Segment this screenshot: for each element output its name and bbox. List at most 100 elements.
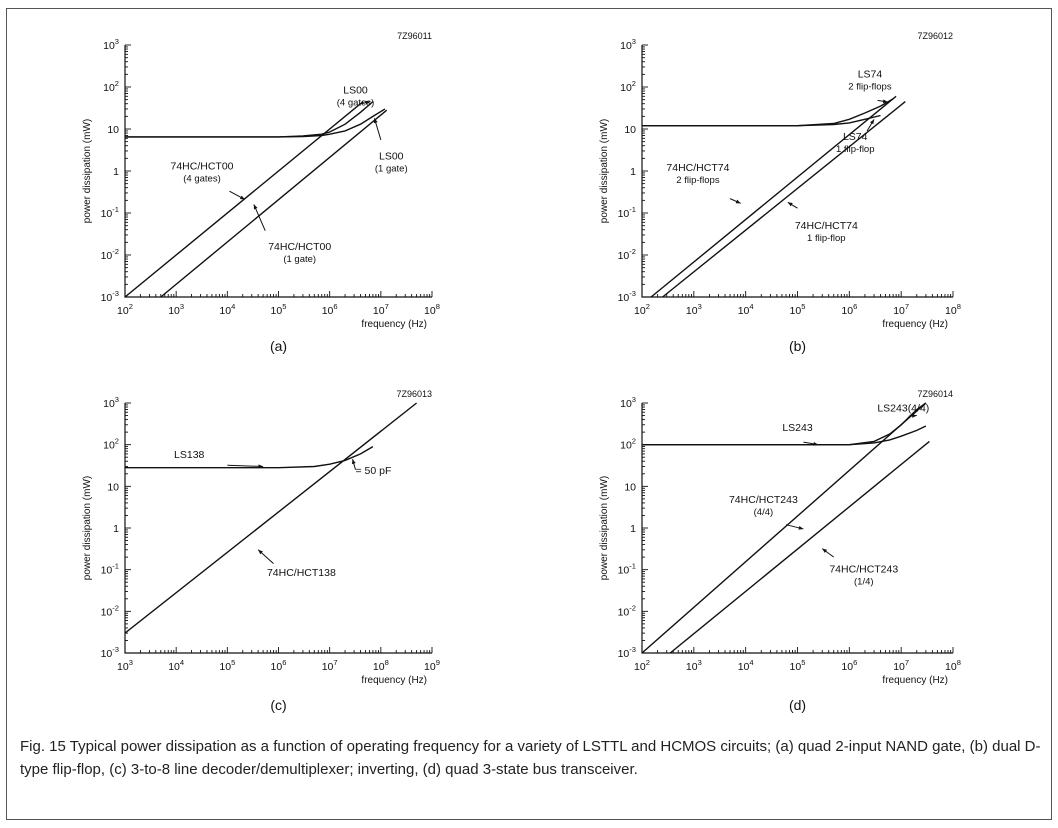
panel-d-figure-code: 7Z96014: [917, 389, 953, 399]
panel-a-annotation-arrowhead: [239, 195, 245, 200]
panel-a-y-tick-label: 1: [113, 166, 119, 178]
panel-c-y-tick-label: 10-2: [101, 603, 119, 618]
panel-a-annotation-sublabel: (4 gates): [183, 173, 221, 184]
panel-c-figure-code: 7Z96013: [396, 389, 432, 399]
panel-b-annotation-label: LS74: [858, 68, 883, 80]
panel-d-annotation-label: 74HC/HCT243: [829, 564, 898, 576]
panel-c-x-tick-label: 103: [117, 658, 133, 673]
panel-b-x-axis-label: frequency (Hz): [882, 319, 948, 330]
panel-d-y-tick-label: 10-3: [618, 645, 636, 660]
panel-a-x-tick-label: 104: [219, 302, 235, 317]
panel-a-x-tick-label: 102: [117, 302, 133, 317]
panel-a-series-4-line: [160, 109, 388, 298]
panel-c-annotation-arrowhead: [351, 459, 356, 465]
panel-b-annotation-arrowhead: [882, 99, 888, 104]
panel-d-x-tick-label: 107: [893, 658, 909, 673]
panel-c-y-tick-label: 10: [107, 481, 119, 493]
panel-c-series-1-line: [125, 445, 374, 469]
figure-caption: Fig. 15 Typical power dissipation as a f…: [20, 738, 1041, 778]
panel-b-y-tick-label: 10-1: [618, 205, 636, 220]
panel-a-y-tick-label: 10: [107, 124, 119, 136]
panel-a-label: (a): [270, 338, 287, 354]
panel-a-y-tick-label: 10-1: [101, 205, 119, 220]
panel-b-x-tick-label: 107: [893, 302, 909, 317]
panel-d-annotation-arrowhead: [813, 441, 819, 446]
panel-b-x-tick-label: 104: [738, 302, 754, 317]
panel-c-x-tick-label: 104: [168, 658, 184, 673]
panel-d-series-3-line: [641, 402, 927, 654]
panel-d-y-tick-label: 10-1: [618, 562, 636, 577]
panel-a-annotation-sublabel: (1 gate): [375, 163, 408, 174]
panel-c-label: (c): [270, 697, 286, 713]
panel-d-annotation-arrowhead: [912, 414, 917, 418]
panel-c-y-axis-label: power dissipation (mW): [82, 476, 93, 580]
panel-d-x-tick-label: 104: [738, 658, 754, 673]
panel-d-annotation-sublabel: (1/4): [854, 577, 874, 588]
panel-c-axes: [124, 403, 432, 654]
panel-a-y-tick-label: 102: [103, 79, 119, 94]
panel-d-annotation-arrowhead: [822, 548, 828, 553]
panel-a-x-tick-label: 105: [271, 302, 287, 317]
panel-c-annotation-label: LS138: [174, 449, 205, 461]
panel-a-annotation-label: LS00: [379, 150, 404, 162]
panel-b-y-tick-label: 10-3: [618, 289, 636, 304]
panel-a-annotation-sublabel: (4 gates): [337, 98, 375, 109]
panel-d-y-tick-label: 102: [620, 437, 636, 452]
panel-b-y-axis-label: power dissipation (mW): [599, 119, 610, 223]
panel-d-series-4-line: [669, 440, 930, 654]
panel-c-x-tick-label: 109: [424, 658, 440, 673]
panel-b-annotation-arrowhead: [870, 119, 875, 125]
panel-d-annotation-label: 74HC/HCT243: [729, 494, 798, 506]
panel-b-annotation-sublabel: 1 flip-flop: [807, 233, 846, 244]
panel-a-series-1-line: [125, 101, 374, 138]
panel-c-y-tick-label: 1: [113, 523, 119, 535]
panel-b-annotation-sublabel: 2 flip-flops: [848, 81, 892, 92]
panel-b-annotation-sublabel: 2 flip-flops: [676, 175, 720, 186]
panel-a-y-tick-label: 10-2: [101, 247, 119, 262]
panel-a-annotation-arrowhead: [365, 100, 371, 105]
panel-a-x-tick-label: 108: [424, 302, 440, 317]
panel-b-x-tick-label: 102: [634, 302, 650, 317]
panel-b-y-tick-label: 10: [624, 124, 636, 136]
panel-d-x-axis-label: frequency (Hz): [882, 675, 948, 686]
panel-c-x-tick-label: 105: [219, 658, 235, 673]
panel-b-annotation-label: 74HC/HCT74: [795, 220, 858, 232]
panel-a-annotation-sublabel: (1 gate): [283, 254, 316, 265]
panel-d-x-tick-label: 108: [945, 658, 961, 673]
panel-d-annotation-label: LS243: [782, 422, 813, 434]
panel-b-y-tick-label: 103: [620, 37, 636, 52]
panel-d-label: (d): [789, 697, 806, 713]
panel-c-x-tick-label: 108: [373, 658, 389, 673]
panel-b-x-tick-label: 103: [686, 302, 702, 317]
panel-d-x-tick-label: 102: [634, 658, 650, 673]
panel-b-figure-code: 7Z96012: [917, 31, 953, 41]
panel-c-y-tick-label: 102: [103, 437, 119, 452]
panel-c-annotation-arrow: [227, 464, 264, 467]
panel-b-annotation-arrowhead: [735, 199, 741, 204]
panel-a-annotation-arrow: [253, 204, 266, 231]
panel-a-figure-code: 7Z96011: [397, 31, 432, 41]
panel-d-y-axis-label: power dissipation (mW): [599, 476, 610, 580]
panel-b-y-tick-label: 102: [620, 79, 636, 94]
panel-d-y-tick-label: 10: [624, 481, 636, 493]
panel-a-x-tick-label: 106: [322, 302, 338, 317]
panel-a-x-tick-label: 103: [168, 302, 184, 317]
panel-c-x-axis-label: frequency (Hz): [361, 675, 427, 686]
panel-a-annotation-label: 74HC/HCT00: [170, 160, 233, 172]
panel-b-annotation-sublabel: 1 flip-flop: [836, 144, 875, 155]
panel-b-annotation-label: 74HC/HCT74: [666, 162, 729, 174]
panel-d-annotation-arrowhead: [798, 525, 804, 530]
panel-a-series-2-line: [125, 108, 386, 138]
panel-c-y-tick-label: 103: [103, 395, 119, 410]
panel-b-x-tick-label: 108: [945, 302, 961, 317]
panel-b-annotation-arrowhead: [787, 202, 793, 207]
panel-a-y-tick-label: 10-3: [101, 289, 119, 304]
panel-c-x-tick-label: 106: [271, 658, 287, 673]
panel-b-x-tick-label: 105: [790, 302, 806, 317]
panel-c-y-tick-label: 10-3: [101, 645, 119, 660]
figure-frame: [6, 8, 1052, 820]
panel-d-x-tick-label: 103: [686, 658, 702, 673]
panel-d-annotation-sublabel: (4/4): [754, 507, 774, 518]
panel-d-y-tick-label: 1: [630, 523, 636, 535]
